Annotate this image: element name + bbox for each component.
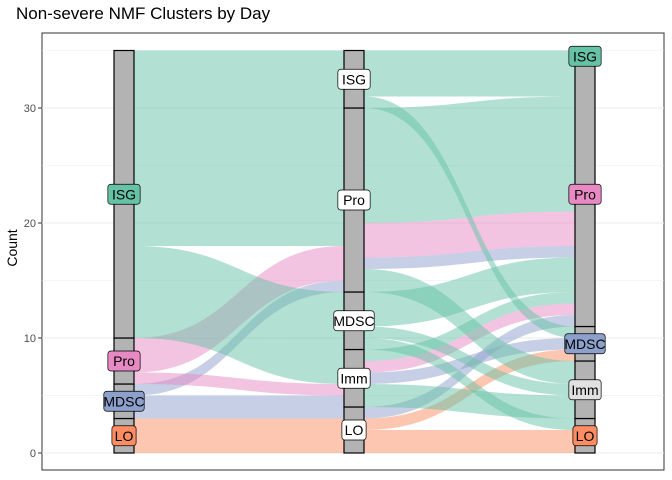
flows	[134, 50, 575, 453]
flow-ribbon	[134, 407, 344, 419]
stratum-label-text: Imm	[340, 370, 367, 386]
stratum-label-text: MDSC	[564, 336, 605, 352]
stratum-label: MDSC	[103, 390, 145, 412]
flow-ribbon	[364, 257, 575, 327]
stratum-label-box	[337, 189, 371, 211]
flow-ribbon	[134, 108, 344, 246]
stratum-label: Pro	[107, 350, 141, 372]
stratum-label-box	[341, 419, 367, 441]
stratum-label: Imm	[568, 379, 602, 401]
stratum-label-box	[107, 183, 141, 205]
flow-ribbon	[364, 50, 575, 62]
y-tick-label: 20	[24, 218, 36, 230]
flow-ribbon	[364, 246, 575, 269]
stratum-label-text: Pro	[574, 186, 596, 202]
flow-ribbon	[134, 395, 344, 407]
y-tick-label: 10	[24, 333, 36, 345]
flow-ribbon	[134, 246, 344, 350]
flow-ribbon	[134, 50, 344, 108]
y-tick-label: 0	[30, 448, 36, 460]
y-tick-label: 30	[24, 103, 36, 115]
stratum-label-text: ISG	[112, 186, 136, 202]
y-axis: 0 10 20 30 Count	[4, 103, 42, 460]
stratum-label-box	[568, 45, 602, 67]
stratum-label-text: MDSC	[333, 313, 374, 329]
stratum-label: MDSC	[564, 333, 606, 355]
chart-title: Non-severe NMF Clusters by Day	[16, 4, 271, 23]
stratum-label-box	[333, 310, 375, 332]
stratum-label-box	[111, 425, 137, 447]
stratum-label-text: Pro	[113, 353, 135, 369]
flow-ribbon	[364, 62, 575, 97]
stratum-label-text: LO	[576, 428, 595, 444]
stratum-label: LO	[341, 419, 367, 441]
stratum-label-box	[337, 367, 371, 389]
stratum-label-box	[103, 390, 145, 412]
stratum-label: Pro	[337, 189, 371, 211]
stratum-label-text: MDSC	[103, 393, 144, 409]
flow-ribbon	[134, 418, 344, 453]
stratum-label: ISG	[337, 68, 371, 90]
flow-ribbon	[364, 430, 575, 453]
stratum-label-text: ISG	[573, 48, 597, 64]
stratum-label-text: LO	[345, 422, 364, 438]
flow-ribbon	[364, 326, 575, 396]
stratum-label-text: ISG	[342, 71, 366, 87]
flow-ribbon	[364, 384, 575, 419]
flow-ribbon	[134, 303, 344, 384]
stratum-label: LO	[111, 425, 137, 447]
stratum-label-box	[568, 183, 602, 205]
stratum-label: Pro	[568, 183, 602, 205]
flow-ribbon	[364, 269, 575, 384]
stratum-label-box	[568, 379, 602, 401]
stratum-label: ISG	[568, 45, 602, 67]
stratum-label-box	[564, 333, 606, 355]
flow-ribbon	[364, 96, 575, 338]
stratum-label-box	[337, 68, 371, 90]
flow-ribbon	[364, 211, 575, 258]
stratum-label-text: Imm	[571, 382, 598, 398]
flow-ribbon	[134, 372, 344, 396]
stratum-label-box	[572, 425, 598, 447]
stratum-label: MDSC	[333, 310, 375, 332]
stratum-label: ISG	[107, 183, 141, 205]
stratum-labels: LO MDSC Pro ISG LO Imm MDSC Pro ISG LO Imm MDSC Pro I…	[103, 45, 606, 447]
stratum-label: Imm	[337, 367, 371, 389]
stratum-label-box	[107, 350, 141, 372]
stratum-label-text: LO	[115, 428, 134, 444]
y-axis-label: Count	[4, 229, 20, 266]
flow-ribbon	[364, 338, 575, 430]
stratum-label: LO	[572, 425, 598, 447]
stratum-label-text: Pro	[343, 192, 365, 208]
